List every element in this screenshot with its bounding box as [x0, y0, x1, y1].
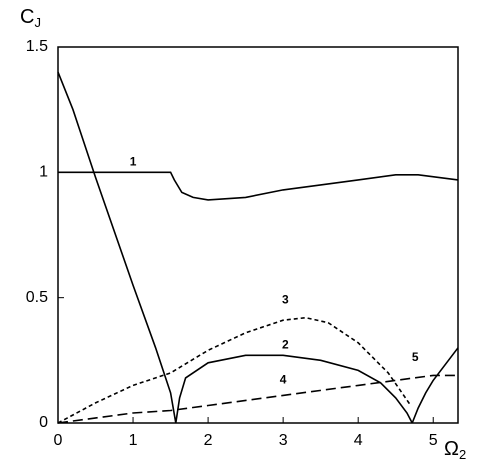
curve	[58, 171, 459, 201]
x-tick-label: 3	[279, 432, 288, 449]
curve-label: 3	[282, 292, 289, 306]
axis-label-sub: J	[34, 15, 41, 30]
plot-frame	[57, 46, 459, 424]
x-tick-label: 4	[354, 432, 363, 449]
curve	[411, 347, 459, 424]
x-tick-label: 1	[129, 432, 138, 449]
curve-label: 2	[282, 337, 289, 351]
axis-label: CJ	[20, 6, 41, 30]
curve-label: 4	[280, 373, 287, 387]
y-tick-label: 0	[39, 414, 48, 431]
curve-label: 1	[130, 154, 137, 168]
curve	[57, 71, 413, 424]
x-tick-label: 0	[54, 432, 63, 449]
curve-label: 5	[412, 350, 419, 364]
curve	[57, 374, 458, 424]
axis-label-main: Ω	[444, 438, 459, 460]
x-tick-label: 2	[204, 432, 213, 449]
y-tick-label: 1	[39, 164, 48, 181]
x-tick-label: 5	[429, 432, 438, 449]
axis-label-sub: 2	[459, 447, 466, 462]
y-tick-label: 0.5	[26, 289, 48, 306]
axis-label: Ω2	[444, 438, 466, 462]
y-tick-label: 1.5	[26, 38, 48, 55]
curve	[57, 316, 412, 424]
axis-label-main: C	[20, 6, 34, 28]
